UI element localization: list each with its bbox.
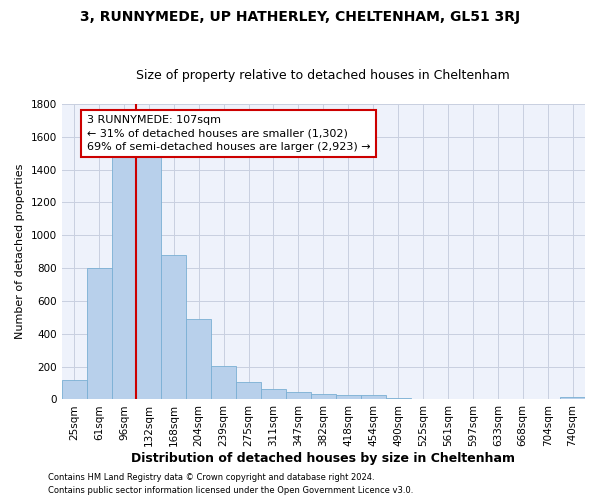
Bar [336,394,361,400]
Bar [236,382,261,400]
X-axis label: Distribution of detached houses by size in Cheltenham: Distribution of detached houses by size … [131,452,515,465]
Bar [62,380,86,400]
Text: 3 RUNNYMEDE: 107sqm
← 31% of detached houses are smaller (1,302)
69% of semi-det: 3 RUNNYMEDE: 107sqm ← 31% of detached ho… [86,116,370,152]
Bar [286,392,311,400]
Text: 3, RUNNYMEDE, UP HATHERLEY, CHELTENHAM, GL51 3RJ: 3, RUNNYMEDE, UP HATHERLEY, CHELTENHAM, … [80,10,520,24]
Bar [112,155,136,400]
Bar [161,255,186,400]
Bar [211,366,236,400]
Bar [361,396,386,400]
Bar [386,398,410,400]
Bar [261,389,286,400]
Title: Size of property relative to detached houses in Cheltenham: Size of property relative to detached ho… [136,69,510,82]
Bar [136,155,161,400]
Bar [311,394,336,400]
Bar [186,319,211,400]
Bar [560,397,585,400]
Y-axis label: Number of detached properties: Number of detached properties [15,164,25,340]
Bar [86,268,112,400]
Text: Contains HM Land Registry data © Crown copyright and database right 2024.
Contai: Contains HM Land Registry data © Crown c… [48,474,413,495]
